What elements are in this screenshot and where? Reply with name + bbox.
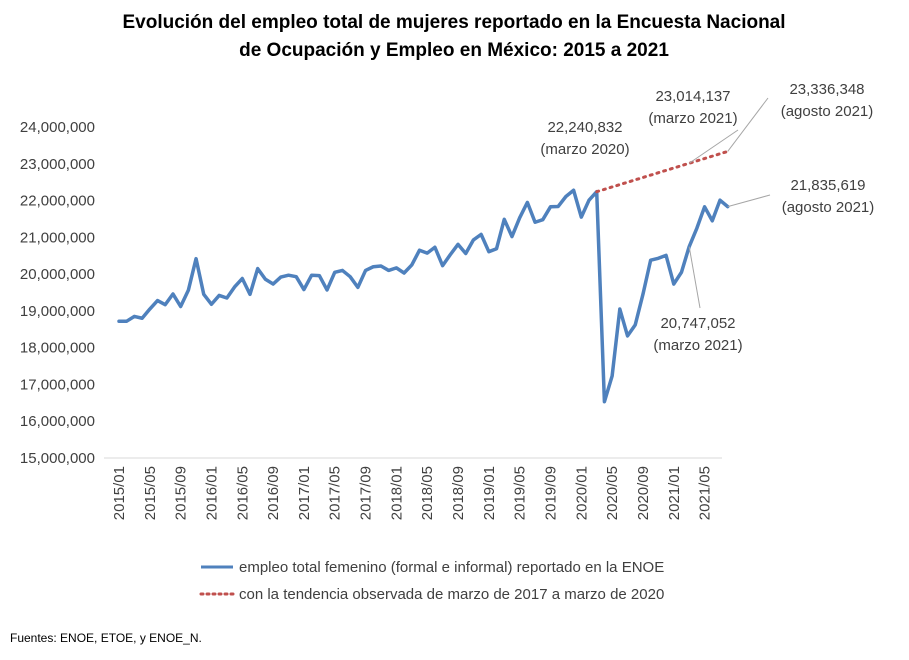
annotation-leader: [688, 129, 739, 164]
plot-area: [117, 149, 730, 404]
annotation-date: (marzo 2021): [653, 337, 742, 354]
x-tick-label: 2016/01: [203, 466, 220, 520]
source-note: Fuentes: ENOE, ETOE, y ENOE_N.: [10, 631, 202, 645]
annotation-leader: [688, 246, 701, 309]
legend: empleo total femenino (formal e informal…: [199, 559, 664, 603]
y-tick-label: 19,000,000: [20, 303, 95, 320]
x-tick-label: 2019/05: [512, 466, 529, 520]
x-tick-label: 2018/05: [419, 466, 436, 520]
annotation-date: (agosto 2021): [782, 199, 875, 216]
y-tick-label: 18,000,000: [20, 340, 95, 357]
series-line-tendencia: [595, 149, 730, 194]
annotation-value: 20,747,052: [660, 315, 735, 332]
x-tick-label: 2021/05: [697, 466, 714, 520]
y-tick-label: 24,000,000: [20, 119, 95, 136]
annotation-date: (marzo 2021): [648, 110, 737, 127]
x-tick-label: 2017/09: [358, 466, 375, 520]
x-axis: 2015/01 2015/05 2015/09 2016/01 2016/05 2016/…: [104, 457, 722, 520]
y-tick-label: 16,000,000: [20, 413, 95, 430]
annotation-leader: [727, 97, 769, 152]
title-line-2: de Ocupación y Empleo en México: 2015 a …: [239, 40, 669, 61]
x-tick-label: 2020/05: [604, 466, 621, 520]
title-line-1: Evolución del empleo total de mujeres re…: [122, 12, 785, 33]
x-tick-label: 2015/05: [142, 466, 159, 520]
x-tick-label: 2019/09: [542, 466, 559, 520]
annotation-value: 22,240,832: [547, 119, 622, 136]
series-line-empleo: [117, 188, 730, 404]
x-tick-label: 2015/01: [111, 466, 128, 520]
x-tick-label: 2021/01: [666, 466, 683, 520]
annotation-date: (agosto 2021): [781, 103, 874, 120]
x-tick-label: 2016/05: [234, 466, 251, 520]
x-tick-label: 2020/01: [573, 466, 590, 520]
x-tick-label: 2015/09: [173, 466, 190, 520]
legend-label-empleo: empleo total femenino (formal e informal…: [239, 559, 664, 576]
y-tick-label: 20,000,000: [20, 266, 95, 283]
y-tick-label: 17,000,000: [20, 376, 95, 393]
annotation-value: 23,336,348: [789, 81, 864, 98]
x-tick-label: 2020/09: [635, 466, 652, 520]
x-tick-label: 2019/01: [481, 466, 498, 520]
chart-title: Evolución del empleo total de mujeres re…: [122, 12, 785, 61]
x-tick-label: 2018/09: [450, 466, 467, 520]
annotation-value: 23,014,137: [655, 88, 730, 105]
annotation-date: (marzo 2020): [540, 141, 629, 158]
y-tick-label: 23,000,000: [20, 156, 95, 173]
x-tick-label: 2017/05: [327, 466, 344, 520]
y-tick-label: 21,000,000: [20, 229, 95, 246]
x-tick-label: 2017/01: [296, 466, 313, 520]
annotation-value: 21,835,619: [790, 177, 865, 194]
annotation-leader: [727, 194, 771, 208]
y-tick-label: 22,000,000: [20, 193, 95, 210]
y-tick-label: 15,000,000: [20, 450, 95, 467]
x-tick-label: 2016/09: [265, 466, 282, 520]
legend-label-tendencia: con la tendencia observada de marzo de 2…: [239, 586, 664, 603]
x-tick-label: 2018/01: [388, 466, 405, 520]
annotations: 22,240,832 (marzo 2020) 23,014,137 (marzo 2…: [540, 81, 874, 354]
y-axis: 15,000,000 16,000,000 17,000,000 18,000,000…: [20, 119, 95, 467]
